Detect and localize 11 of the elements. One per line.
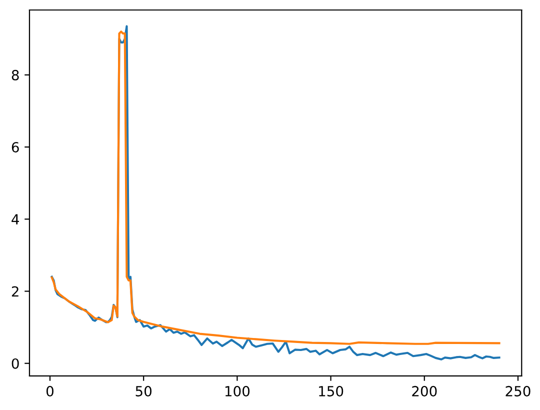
- x-tick-label: 250: [506, 386, 530, 396]
- x-tick-label: 150: [319, 386, 344, 396]
- x-tick-label: 0: [46, 386, 54, 396]
- y-tick-label: 8: [12, 70, 19, 80]
- x-tick-label: 50: [136, 386, 152, 396]
- y-tick-label: 0: [12, 358, 19, 369]
- y-tick-label: 2: [12, 286, 18, 297]
- x-tick-label: 200: [412, 386, 437, 396]
- y-tick-label: 4: [12, 214, 19, 224]
- y-tick-label: 6: [12, 142, 19, 152]
- x-tick-label: 100: [225, 386, 250, 396]
